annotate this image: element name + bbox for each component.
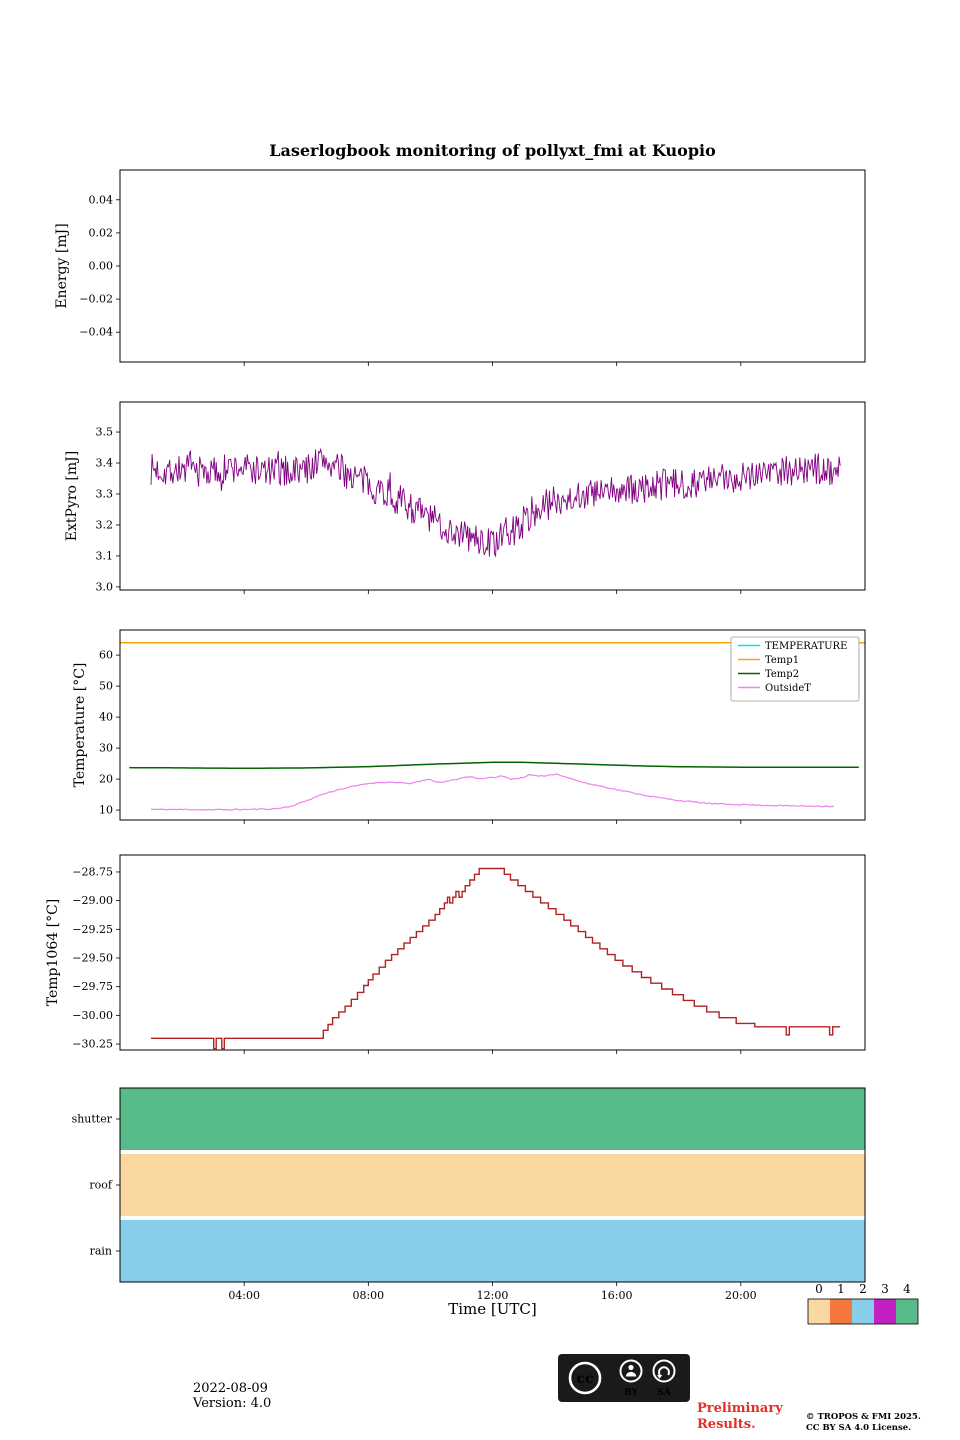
svg-text:Energy [mJ]: Energy [mJ] bbox=[54, 223, 70, 308]
svg-text:3.2: 3.2 bbox=[96, 518, 114, 531]
svg-text:2: 2 bbox=[859, 1282, 867, 1296]
svg-text:−0.02: −0.02 bbox=[79, 293, 113, 306]
copyright-line1: © TROPOS & FMI 2025. bbox=[806, 1412, 921, 1422]
subplot-energy: 0.04 0.02 0.00 −0.02 −0.04 Energy [mJ] bbox=[54, 169, 866, 366]
subplot-extpyro: 3.0 3.1 3.2 3.3 3.4 3.5 ExtPyro [mJ] bbox=[64, 401, 866, 594]
svg-text:shutter: shutter bbox=[72, 1113, 113, 1126]
svg-text:12:00: 12:00 bbox=[477, 1289, 509, 1302]
svg-text:16:00: 16:00 bbox=[601, 1289, 633, 1302]
cc-by-person-body bbox=[625, 1371, 637, 1377]
cc-badge-svg: cc BY SA bbox=[558, 1354, 690, 1402]
svg-text:roof: roof bbox=[89, 1179, 113, 1192]
cc-by-person-head bbox=[628, 1364, 634, 1371]
date-label: 2022-08-09 bbox=[193, 1381, 268, 1396]
cc-logo-icon bbox=[568, 1361, 602, 1395]
svg-text:3.1: 3.1 bbox=[96, 549, 114, 562]
copyright-line2: CC BY SA 4.0 License. bbox=[806, 1423, 912, 1433]
svg-text:TEMPERATURE: TEMPERATURE bbox=[765, 641, 847, 652]
svg-text:3: 3 bbox=[881, 1282, 889, 1296]
cc-sa-icon bbox=[652, 1359, 676, 1383]
svg-text:3.0: 3.0 bbox=[96, 580, 114, 593]
svg-text:0: 0 bbox=[815, 1282, 823, 1296]
footer-date-block: 2022-08-09 Version: 4.0 bbox=[193, 1381, 271, 1411]
svg-text:0.00: 0.00 bbox=[89, 260, 114, 273]
svg-text:−29.75: −29.75 bbox=[72, 980, 113, 993]
cc-license-badge: cc BY SA bbox=[558, 1354, 690, 1402]
svg-text:−29.50: −29.50 bbox=[72, 952, 113, 965]
svg-text:60: 60 bbox=[99, 649, 113, 662]
cc-sa-arrow bbox=[658, 1366, 670, 1376]
svg-text:−29.00: −29.00 bbox=[72, 894, 113, 907]
preliminary-note: Preliminary Results. bbox=[697, 1401, 783, 1433]
subplot-temp1064: −28.75 −29.00 −29.25 −29.50 −29.75 −30.00 −30.… bbox=[45, 854, 866, 1054]
svg-text:08:00: 08:00 bbox=[352, 1289, 384, 1302]
svg-text:−29.25: −29.25 bbox=[72, 923, 113, 936]
svg-text:−30.25: −30.25 bbox=[72, 1038, 113, 1051]
svg-text:30: 30 bbox=[99, 742, 113, 755]
cc-sa-label: SA bbox=[657, 1388, 671, 1398]
cc-sa-arrowhead bbox=[657, 1375, 663, 1379]
preliminary-line2: Results. bbox=[697, 1417, 756, 1432]
svg-text:3.3: 3.3 bbox=[96, 487, 114, 500]
svg-text:3.5: 3.5 bbox=[96, 426, 114, 439]
figure-title: Laserlogbook monitoring of pollyxt_fmi a… bbox=[269, 141, 716, 160]
svg-text:Temp1064 [°C]: Temp1064 [°C] bbox=[45, 899, 61, 1007]
cc-by-icon bbox=[619, 1359, 643, 1383]
svg-text:04:00: 04:00 bbox=[228, 1289, 260, 1302]
svg-text:40: 40 bbox=[99, 711, 113, 724]
svg-text:−28.75: −28.75 bbox=[72, 865, 113, 878]
version-label: Version: 4.0 bbox=[193, 1396, 272, 1411]
svg-text:−0.04: −0.04 bbox=[79, 326, 113, 339]
svg-text:OutsideT: OutsideT bbox=[765, 683, 811, 694]
copyright-note: © TROPOS & FMI 2025. CC BY SA 4.0 Licens… bbox=[806, 1412, 921, 1434]
svg-text:Temp2: Temp2 bbox=[765, 669, 799, 680]
svg-text:Temp1: Temp1 bbox=[765, 655, 799, 666]
subplot-temperature: 10 20 30 40 50 60 Temperature [°C] TEMPERATURE T… bbox=[72, 629, 866, 824]
svg-text:Temperature [°C]: Temperature [°C] bbox=[72, 663, 88, 788]
svg-text:ExtPyro [mJ]: ExtPyro [mJ] bbox=[64, 451, 80, 541]
svg-text:0.02: 0.02 bbox=[89, 226, 114, 239]
svg-text:0.04: 0.04 bbox=[89, 193, 114, 206]
svg-text:4: 4 bbox=[903, 1282, 911, 1296]
svg-text:20: 20 bbox=[99, 773, 113, 786]
cc-logo-text: cc bbox=[576, 1371, 593, 1387]
svg-text:1: 1 bbox=[837, 1282, 845, 1296]
svg-text:−30.00: −30.00 bbox=[72, 1009, 113, 1022]
cc-by-label: BY bbox=[624, 1388, 638, 1398]
subplot-status: shutter roof rain 04:00 08:00 12:00 16:00 20:00 bbox=[72, 1087, 866, 1302]
preliminary-line1: Preliminary bbox=[697, 1401, 783, 1416]
svg-text:50: 50 bbox=[99, 680, 113, 693]
svg-text:rain: rain bbox=[90, 1245, 112, 1258]
chart-canvas: 0.04 0.02 0.00 −0.02 −0.04 Energy [mJ] 3.0 3.1 3… bbox=[45, 169, 919, 1325]
svg-text:10: 10 bbox=[99, 804, 113, 817]
x-axis-label: Time [UTC] bbox=[448, 1300, 537, 1318]
svg-text:20:00: 20:00 bbox=[725, 1289, 757, 1302]
svg-text:3.4: 3.4 bbox=[96, 457, 114, 470]
